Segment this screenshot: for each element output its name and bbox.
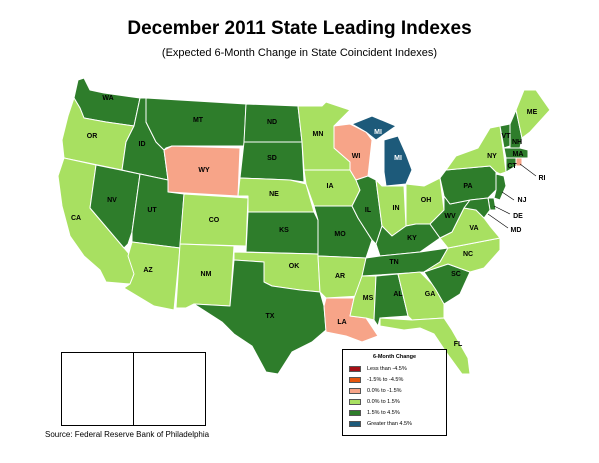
state-md[interactable] (463, 197, 491, 219)
state-mt[interactable] (145, 97, 247, 151)
state-label-in: IN (393, 205, 400, 212)
legend-item: Greater than 4.5% (349, 420, 412, 428)
state-label-co: CO (209, 217, 220, 224)
state-label-nh: NH (512, 139, 522, 146)
state-label-nj: NJ (518, 197, 527, 204)
state-label-nc: NC (463, 251, 473, 258)
legend-item: 1.5% to 4.5% (349, 409, 400, 417)
state-label-ut: UT (147, 207, 157, 214)
state-label-ok: OK (289, 263, 300, 270)
state-label-de: DE (513, 213, 523, 220)
legend-item: 0.0% to -1.5% (349, 387, 402, 395)
state-label-ma: MA (513, 151, 524, 158)
state-label-mn: MN (313, 131, 324, 138)
state-label-ct: CT (507, 163, 517, 170)
state-label-nd: ND (267, 119, 277, 126)
legend-swatch (349, 421, 361, 427)
legend-label: 1.5% to 4.5% (367, 410, 400, 416)
state-label-nv: NV (107, 197, 117, 204)
state-label-ri: RI (539, 175, 546, 182)
state-nh[interactable] (509, 109, 523, 149)
legend-item: 0.0% to 1.5% (349, 398, 400, 406)
leader-line-md (487, 213, 509, 229)
leader-line-nj (501, 191, 515, 201)
state-label-mi-upper: MI (374, 129, 382, 136)
map-legend: 6-Month Change Less than -4.5% -1.5% to … (342, 349, 447, 436)
state-label-sd: SD (267, 155, 277, 162)
leader-line-ri (519, 163, 537, 177)
hawaii-inset-frame (133, 352, 206, 426)
legend-swatch (349, 388, 361, 394)
state-fl[interactable] (379, 317, 471, 375)
leader-line-de (493, 205, 511, 215)
legend-item: -1.5% to -4.5% (349, 376, 403, 384)
legend-label: Less than -4.5% (367, 366, 407, 372)
state-label-md: MD (511, 227, 522, 234)
state-label-ne: NE (269, 191, 279, 198)
legend-label: 0.0% to -1.5% (367, 388, 402, 394)
legend-label: 0.0% to 1.5% (367, 399, 400, 405)
state-ar[interactable] (317, 255, 367, 299)
state-mi[interactable] (351, 115, 413, 187)
state-label-or: OR (87, 133, 98, 140)
state-label-wv: WV (444, 213, 456, 220)
state-label-wi: WI (352, 153, 361, 160)
state-sd[interactable] (239, 141, 305, 183)
state-label-ia: IA (327, 183, 334, 190)
legend-swatch (349, 399, 361, 405)
legend-swatch (349, 366, 361, 372)
state-me[interactable] (515, 89, 551, 139)
state-tx[interactable] (193, 259, 327, 375)
legend-item: Less than -4.5% (349, 365, 407, 373)
state-label-ms: MS (363, 295, 374, 302)
page-subtitle: (Expected 6-Month Change in State Coinci… (161, 47, 438, 59)
legend-swatch (349, 377, 361, 383)
state-label-la: LA (337, 319, 346, 326)
state-label-me: ME (527, 109, 538, 116)
state-ct[interactable] (505, 157, 517, 173)
state-label-ks: KS (279, 227, 289, 234)
state-label-mi-lower: MI (394, 155, 402, 162)
state-label-mo: MO (334, 231, 346, 238)
state-nj[interactable] (493, 173, 507, 201)
state-label-ca: CA (71, 215, 81, 222)
state-il[interactable] (351, 175, 383, 245)
state-ny[interactable] (445, 125, 507, 175)
state-label-oh: OH (421, 197, 432, 204)
state-label-fl: FL (454, 341, 463, 348)
state-label-pa: PA (463, 183, 472, 190)
page-title: December 2011 State Leading Indexes (127, 18, 472, 39)
source-note: Source: Federal Reserve Bank of Philadel… (45, 430, 210, 439)
state-label-nm: NM (201, 271, 212, 278)
state-label-vt: VT (502, 133, 512, 140)
state-label-al: AL (393, 291, 403, 298)
state-label-ny: NY (487, 153, 497, 160)
alaska-inset-frame (61, 352, 134, 426)
legend-swatch (349, 410, 361, 416)
state-label-va: VA (469, 225, 478, 232)
state-label-wy: WY (198, 167, 210, 174)
legend-title: 6-Month Change (372, 354, 417, 360)
state-label-ky: KY (407, 235, 417, 242)
legend-label: -1.5% to -4.5% (367, 377, 404, 383)
state-label-wa: WA (102, 95, 113, 102)
state-label-il: IL (365, 207, 372, 214)
state-label-tx: TX (266, 313, 275, 320)
state-label-sc: SC (451, 271, 461, 278)
state-label-tn: TN (389, 259, 398, 266)
state-label-ga: GA (425, 291, 436, 298)
state-label-mt: MT (193, 117, 204, 124)
state-label-az: AZ (143, 267, 153, 274)
state-label-id: ID (139, 141, 146, 148)
legend-label: Greater than 4.5% (367, 421, 412, 427)
state-label-ar: AR (335, 273, 345, 280)
